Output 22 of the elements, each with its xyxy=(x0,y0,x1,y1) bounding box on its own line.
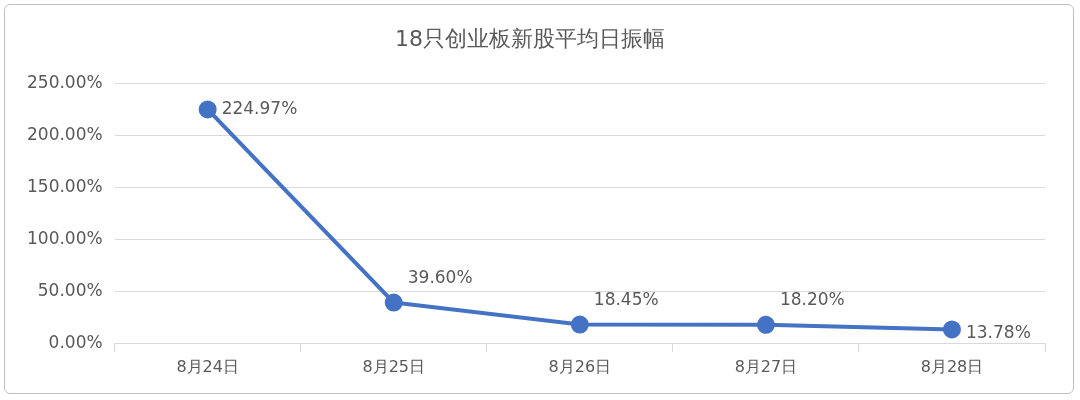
x-tick-label: 8月26日 xyxy=(548,356,612,376)
data-label: 18.20% xyxy=(779,289,845,310)
x-tick-label: 8月28日 xyxy=(920,356,984,376)
y-tick-label: 250.00% xyxy=(27,71,103,92)
chart-title: 18只创业板新股平均日振幅 xyxy=(395,25,665,51)
y-tick-label: 200.00% xyxy=(27,123,103,144)
y-tick-label: 0.00% xyxy=(48,332,103,353)
data-label: 18.45% xyxy=(593,289,659,309)
x-tick-label: 8月27日 xyxy=(734,356,798,376)
point xyxy=(384,293,403,312)
point xyxy=(756,315,775,334)
point xyxy=(198,100,217,119)
point xyxy=(942,320,961,339)
y-tick-label: 100.00% xyxy=(27,228,103,249)
data-label: 39.60% xyxy=(407,266,473,287)
x-tick-label: 8月24日 xyxy=(176,356,239,376)
x-tick-label: 8月25日 xyxy=(362,356,426,376)
y-tick-label: 50.00% xyxy=(37,280,103,301)
y-tick-label: 150.00% xyxy=(27,175,103,196)
data-label: 13.78% xyxy=(965,321,1031,342)
point xyxy=(570,315,589,334)
data-label: 224.97% xyxy=(221,97,298,118)
